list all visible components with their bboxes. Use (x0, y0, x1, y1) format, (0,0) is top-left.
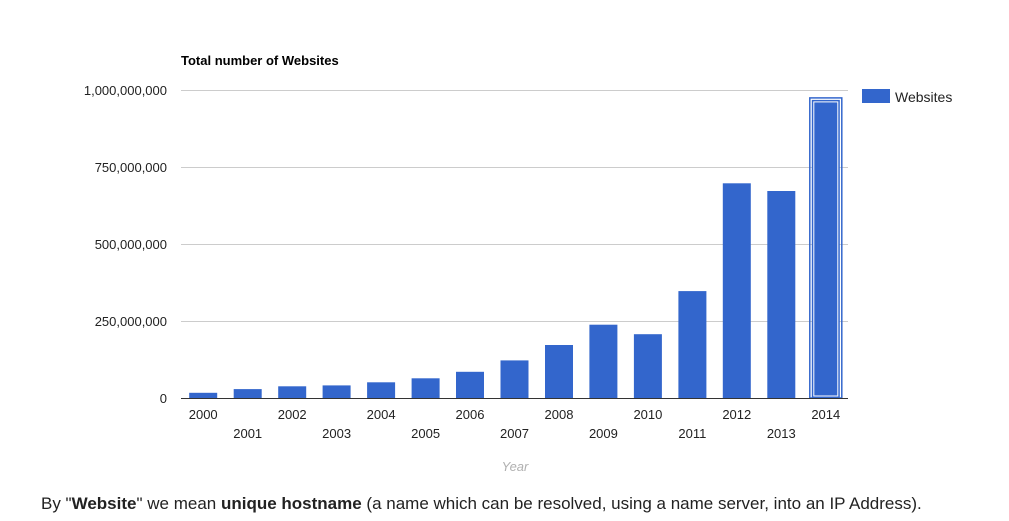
bar-2012[interactable] (722, 183, 751, 398)
bar-2009[interactable] (589, 324, 618, 398)
legend-label: Websites (895, 89, 952, 105)
x-axis-ticks: 2000 2001 2002 2003 2004 2005 2006 2007 2008 2009… (189, 407, 841, 441)
chart-title: Total number of Websites (181, 53, 339, 68)
footnote-text-1: By " (41, 494, 72, 513)
bar-2013[interactable] (767, 191, 796, 398)
y-tick-label: 250,000,000 (95, 314, 167, 329)
x-tick-label-2006: 2006 (456, 407, 485, 422)
x-tick-label-2009: 2009 (589, 426, 618, 441)
bar-2014[interactable] (811, 99, 840, 399)
bar-2000[interactable] (189, 392, 218, 398)
x-tick-label-2013: 2013 (767, 426, 796, 441)
bar-2005[interactable] (411, 378, 440, 398)
legend[interactable]: Websites (862, 89, 952, 105)
x-tick-label-2001: 2001 (233, 426, 262, 441)
y-tick-label: 1,000,000,000 (84, 83, 167, 98)
bar-2007[interactable] (500, 360, 529, 398)
bar-2011[interactable] (678, 291, 707, 398)
x-tick-label-2005: 2005 (411, 426, 440, 441)
bar-2010[interactable] (633, 334, 662, 398)
x-tick-label-2010: 2010 (633, 407, 662, 422)
x-tick-label-2002: 2002 (278, 407, 307, 422)
x-tick-label-2008: 2008 (545, 407, 574, 422)
x-tick-label-2011: 2011 (678, 426, 706, 441)
footnote: By "Website" we mean unique hostname (a … (41, 494, 922, 514)
x-tick-label-2004: 2004 (367, 407, 396, 422)
x-tick-label-2003: 2003 (322, 426, 351, 441)
footnote-bold-website: Website (71, 494, 137, 513)
x-tick-label-2014: 2014 (811, 407, 840, 422)
x-tick-label-2007: 2007 (500, 426, 529, 441)
bars (189, 97, 843, 399)
y-tick-label: 0 (160, 391, 167, 406)
bar-2008[interactable] (545, 345, 573, 398)
x-axis-label: Year (502, 459, 529, 474)
bar-highlight-inner-2014 (813, 101, 839, 397)
x-tick-label-2012: 2012 (722, 407, 751, 422)
bar-2003[interactable] (322, 385, 351, 398)
bar-2006[interactable] (456, 371, 484, 398)
y-axis-ticks: 0 250,000,000 500,000,000 750,000,000 1,000,… (84, 83, 167, 406)
footnote-bold-hostname: unique hostname (220, 494, 362, 513)
y-tick-label: 750,000,000 (95, 160, 167, 175)
bar-2002[interactable] (278, 386, 307, 398)
bar-2001[interactable] (233, 389, 262, 398)
legend-swatch (862, 89, 890, 103)
bar-chart: Total number of Websites 0 250,000,000 500… (84, 53, 952, 474)
y-tick-label: 500,000,000 (95, 237, 167, 252)
x-tick-label-2000: 2000 (189, 407, 218, 422)
bar-2004[interactable] (367, 382, 396, 398)
footnote-text-2: " we mean (136, 494, 221, 513)
footnote-text-3: (a name which can be resolved, using a n… (361, 494, 922, 513)
